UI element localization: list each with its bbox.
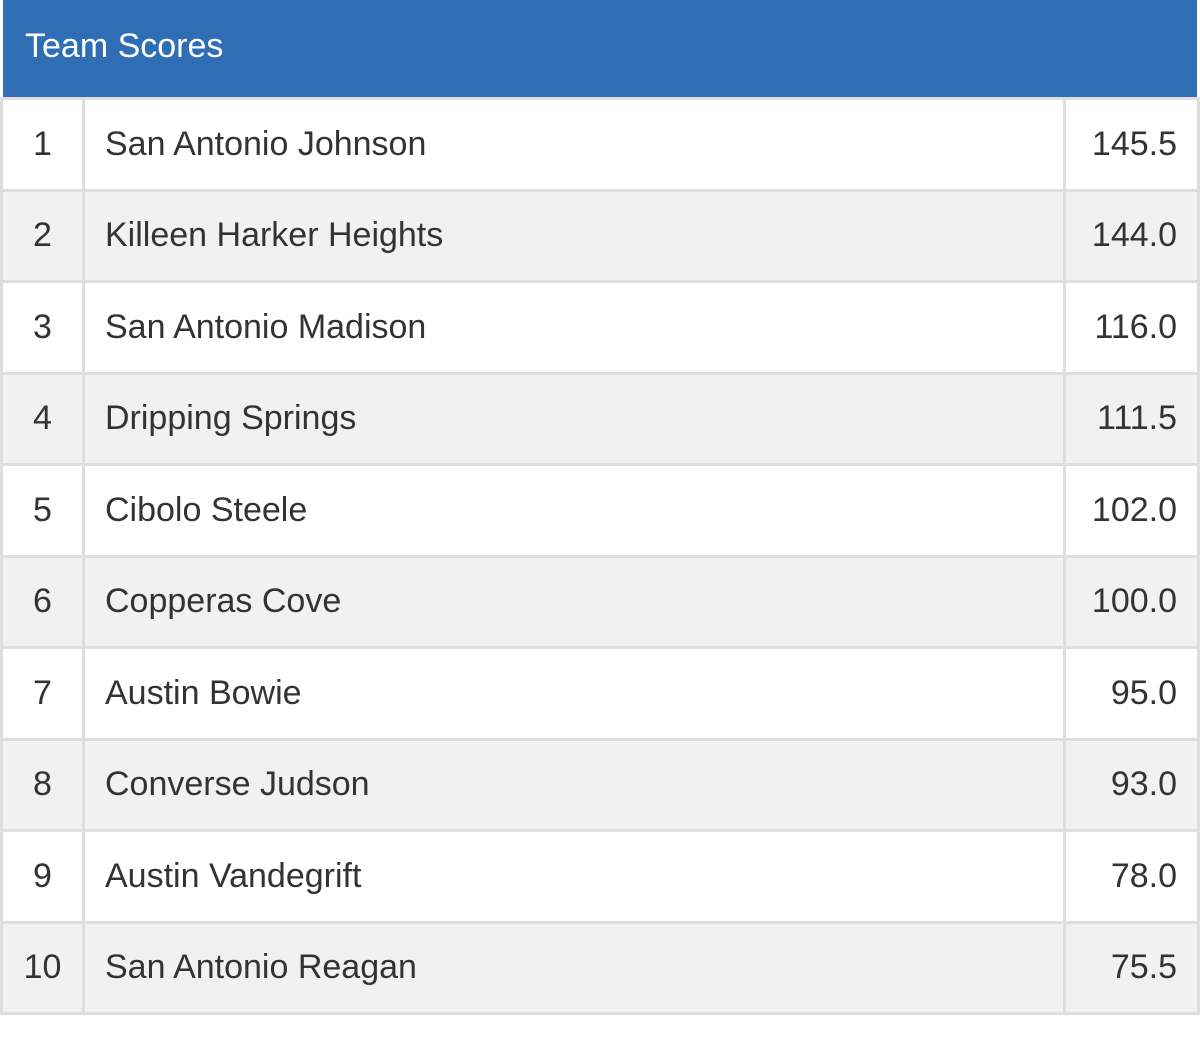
table-row: 6 Copperas Cove 100.0 xyxy=(0,554,1200,649)
table-row: 8 Converse Judson 93.0 xyxy=(0,737,1200,832)
table-row: 7 Austin Bowie 95.0 xyxy=(0,646,1200,741)
table-row: 4 Dripping Springs 111.5 xyxy=(0,371,1200,466)
rank-cell: 10 xyxy=(0,920,85,1015)
score-cell: 111.5 xyxy=(1063,371,1200,466)
header-title: Team Scores xyxy=(25,27,224,65)
score-cell: 116.0 xyxy=(1063,280,1200,375)
table-row: 3 San Antonio Madison 116.0 xyxy=(0,280,1200,375)
team-name-cell: Austin Bowie xyxy=(82,646,1066,741)
score-cell: 93.0 xyxy=(1063,737,1200,832)
table-row: 2 Killeen Harker Heights 144.0 xyxy=(0,188,1200,283)
team-name-cell: Cibolo Steele xyxy=(82,463,1066,558)
team-name-cell: Killeen Harker Heights xyxy=(82,188,1066,283)
team-name-cell: Converse Judson xyxy=(82,737,1066,832)
score-cell: 145.5 xyxy=(1063,97,1200,192)
rank-cell: 8 xyxy=(0,737,85,832)
table-row: 5 Cibolo Steele 102.0 xyxy=(0,463,1200,558)
team-name-cell: San Antonio Johnson xyxy=(82,97,1066,192)
rank-cell: 7 xyxy=(0,646,85,741)
team-name-cell: Austin Vandegrift xyxy=(82,829,1066,924)
table-row: 1 San Antonio Johnson 145.5 xyxy=(0,97,1200,192)
score-cell: 78.0 xyxy=(1063,829,1200,924)
rank-cell: 9 xyxy=(0,829,85,924)
rank-cell: 2 xyxy=(0,188,85,283)
table-row: 9 Austin Vandegrift 78.0 xyxy=(0,829,1200,924)
team-name-cell: San Antonio Reagan xyxy=(82,920,1066,1015)
rank-cell: 5 xyxy=(0,463,85,558)
score-cell: 102.0 xyxy=(1063,463,1200,558)
team-name-cell: Copperas Cove xyxy=(82,554,1066,649)
score-cell: 75.5 xyxy=(1063,920,1200,1015)
table-row: 10 San Antonio Reagan 75.5 xyxy=(0,920,1200,1015)
score-cell: 100.0 xyxy=(1063,554,1200,649)
team-scores-table: 1 San Antonio Johnson 145.5 2 Killeen Harker… xyxy=(0,97,1200,1015)
rank-cell: 1 xyxy=(0,97,85,192)
team-name-cell: San Antonio Madison xyxy=(82,280,1066,375)
rank-cell: 3 xyxy=(0,280,85,375)
score-cell: 95.0 xyxy=(1063,646,1200,741)
score-cell: 144.0 xyxy=(1063,188,1200,283)
team-name-cell: Dripping Springs xyxy=(82,371,1066,466)
rank-cell: 4 xyxy=(0,371,85,466)
team-scores-header: Team Scores xyxy=(3,0,1197,98)
rank-cell: 6 xyxy=(0,554,85,649)
